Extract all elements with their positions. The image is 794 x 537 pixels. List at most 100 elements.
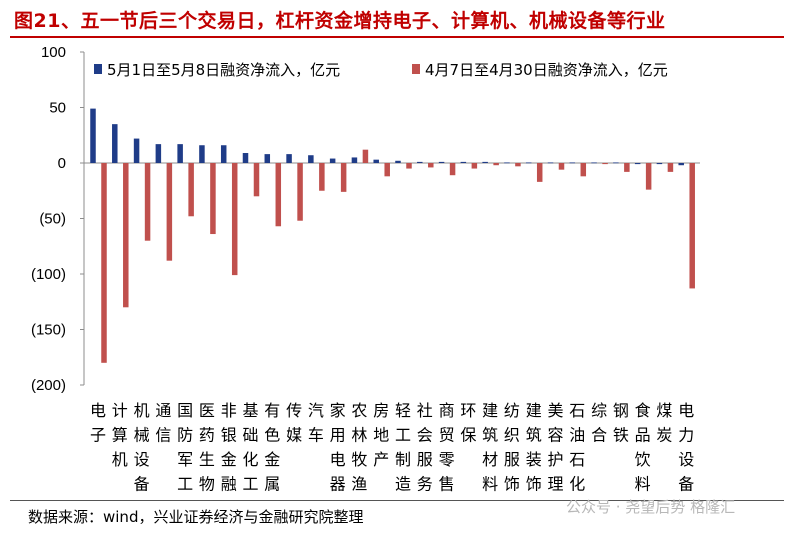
bar-series-2: [253, 163, 260, 197]
bar-series-1: [133, 138, 140, 163]
x-category-label: 建筑装饰: [526, 401, 542, 494]
bar-series-1: [656, 163, 663, 165]
x-category-label: 社会服务: [417, 401, 433, 494]
x-category-label: 房地产: [373, 401, 389, 469]
bar-series-2: [340, 163, 347, 192]
source-note: 数据来源：wind，兴业证券经济与金融研究院整理: [28, 508, 364, 526]
bar-series-2: [144, 163, 151, 241]
bar-series-2: [362, 149, 369, 163]
bar-series-2: [123, 163, 129, 308]
bar-series-1: [329, 158, 336, 163]
title-underline: [10, 36, 784, 38]
bar-series-1: [112, 124, 118, 163]
bar-series-2: [689, 163, 695, 289]
x-category-label: 汽车: [308, 401, 324, 445]
bar-series-2: [297, 163, 303, 221]
bar-series-1: [482, 161, 488, 163]
x-category-label: 机械设备: [134, 401, 150, 494]
x-category-label: 通信: [155, 401, 171, 445]
watermark: 公众号 · 尧望后势 格隆汇: [566, 498, 736, 516]
y-tick-label: (200): [31, 377, 66, 394]
bar-series-2: [580, 163, 587, 177]
bar-series-2: [428, 163, 434, 168]
x-category-label: 国防军工: [177, 401, 193, 494]
bar-series-2: [406, 163, 412, 169]
bar-series-1: [242, 153, 249, 163]
legend-swatch-1: [94, 64, 102, 74]
bar-series-1: [90, 108, 96, 163]
bar-series-1: [155, 144, 162, 163]
x-category-label: 电子: [90, 401, 106, 445]
y-tick-label: (100): [31, 266, 66, 283]
footer-divider: [10, 500, 784, 501]
y-tick-label: (150): [31, 322, 66, 339]
bar-series-1: [177, 144, 183, 163]
y-tick-label: 50: [49, 100, 66, 117]
bar-series-1: [634, 163, 641, 165]
bar-series-1: [395, 160, 401, 163]
x-category-label: 商贸零售: [439, 401, 455, 494]
x-category-label: 农林牧渔: [351, 401, 367, 494]
x-category-label: 纺织服饰: [504, 401, 520, 494]
bar-series-2: [515, 163, 521, 167]
x-category-label: 食品饮料: [635, 401, 651, 494]
bar-series-1: [438, 161, 445, 163]
x-category-label: 石油石化: [569, 401, 585, 494]
bar-series-1: [308, 155, 314, 163]
bar-series-2: [210, 163, 216, 235]
bar-series-2: [319, 163, 325, 191]
bar-series-2: [166, 163, 173, 261]
x-category-label: 基础化工: [242, 401, 258, 494]
bar-series-2: [667, 163, 674, 172]
x-category-label: 电力设备: [678, 401, 694, 494]
bar-series-1: [264, 154, 271, 163]
chart-title: 图21、五一节后三个交易日，杠杆资金增持电子、计算机、机械设备等行业: [14, 10, 666, 32]
bar-series-2: [449, 163, 456, 176]
x-category-label: 非银金融: [221, 401, 237, 494]
bar-series-1: [220, 145, 227, 163]
bar-series-1: [547, 162, 554, 164]
legend-label-2: 4月7日至4月30日融资净流入，亿元: [425, 61, 668, 79]
bar-series-2: [602, 163, 608, 165]
x-category-label: 轻工制造: [395, 401, 411, 494]
bar-series-2: [558, 163, 565, 170]
x-category-label: 传媒: [286, 401, 302, 445]
bar-series-2: [645, 163, 652, 190]
bar-series-2: [536, 163, 543, 182]
x-category-label: 美容护理: [547, 401, 563, 494]
legend-label-1: 5月1日至5月8日融资净流入，亿元: [107, 61, 340, 79]
bar-series-2: [101, 163, 107, 363]
x-category-label: 计算机: [112, 401, 128, 469]
x-category-label: 环保: [460, 401, 476, 445]
bar-series-2: [471, 163, 478, 169]
bar-series-1: [351, 157, 358, 163]
y-tick-label: (50): [39, 211, 66, 228]
bar-series-1: [417, 161, 423, 163]
y-tick-label: 100: [41, 44, 66, 61]
bar-series-1: [591, 162, 597, 164]
bar-series-2: [493, 163, 499, 166]
legend-swatch-2: [412, 64, 420, 74]
bar-series-1: [504, 162, 510, 164]
x-category-label: 有色金属: [264, 401, 280, 494]
bar-series-2: [384, 163, 390, 177]
x-category-label: 建筑材料: [482, 401, 498, 494]
bar-series-1: [613, 162, 619, 164]
y-tick-label: 0: [58, 155, 66, 172]
bar-series-1: [460, 161, 467, 163]
x-category-label: 煤炭: [656, 401, 672, 445]
bar-series-1: [678, 163, 684, 166]
x-category-label: 家用电器: [330, 401, 346, 494]
bar-series-2: [188, 163, 194, 217]
x-category-label: 医药生物: [199, 401, 215, 494]
bar-series-2: [275, 163, 282, 227]
bar-series-1: [569, 162, 576, 164]
bar-series-1: [373, 159, 379, 163]
x-category-label: 钢铁: [613, 401, 629, 445]
bar-series-2: [231, 163, 238, 276]
bar-series-2: [624, 163, 630, 172]
bar-series-1: [286, 154, 292, 163]
bar-series-1: [199, 145, 205, 163]
x-category-label: 综合: [591, 401, 607, 445]
